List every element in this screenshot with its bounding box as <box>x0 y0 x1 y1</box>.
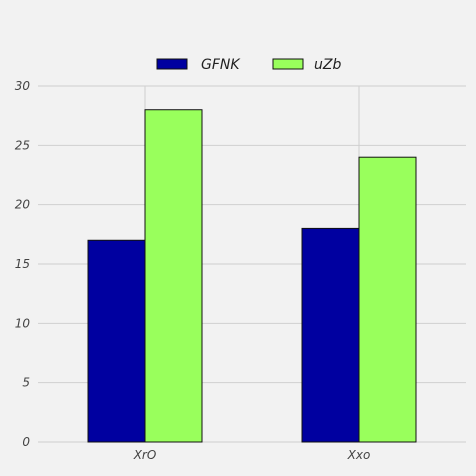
x-tick-label: Xxo <box>347 448 371 462</box>
bar-layer <box>88 110 416 442</box>
legend-label-uzb: uZb <box>314 57 341 73</box>
legend-swatch-uzb <box>273 59 303 69</box>
y-tick-label: 30 <box>15 79 31 93</box>
y-tick-label: 25 <box>15 138 30 152</box>
bar-gfnk-xro <box>88 240 145 442</box>
y-tick-label: 5 <box>22 376 30 390</box>
bar-gfnk-xxo <box>302 228 359 442</box>
legend-swatch-gfnk <box>157 59 187 69</box>
y-tick-label: 10 <box>15 316 31 330</box>
x-tick-label: XrO <box>133 448 157 462</box>
bar-uzb-xro <box>145 110 202 442</box>
legend-label-gfnk: GFNK <box>201 57 241 73</box>
y-tick-label: 0 <box>22 435 30 449</box>
legend: GFNK uZb <box>157 57 341 73</box>
bar-uzb-xxo <box>359 157 416 442</box>
y-tick-label: 15 <box>15 257 30 271</box>
y-tick-label: 20 <box>15 198 31 212</box>
